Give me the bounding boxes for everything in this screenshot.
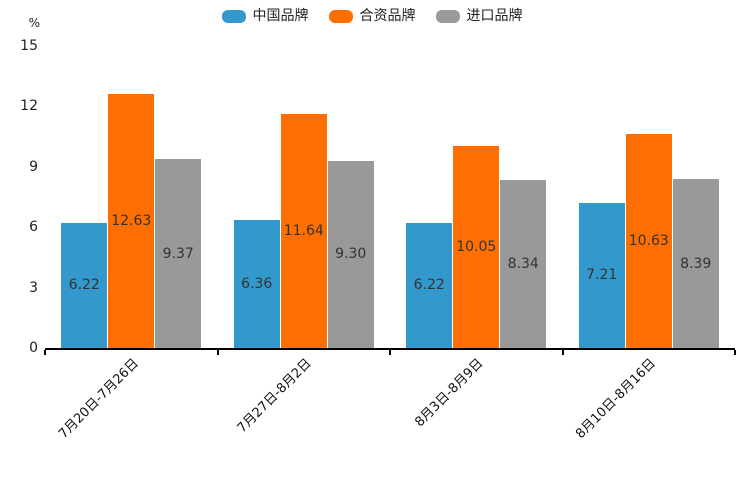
legend-item[interactable]: 中国品牌 bbox=[221, 8, 309, 24]
bar-value-label: 7.21 bbox=[586, 267, 618, 284]
y-tick-label: 6 bbox=[29, 219, 38, 236]
bar-value-label: 8.34 bbox=[507, 256, 539, 273]
y-tick-label: 0 bbox=[29, 340, 38, 356]
x-axis-line bbox=[45, 348, 735, 350]
bar bbox=[453, 145, 500, 348]
bar-value-label: 9.37 bbox=[162, 245, 194, 262]
y-tick-label: 15 bbox=[20, 38, 38, 54]
x-axis-tick bbox=[44, 350, 46, 355]
y-tick-label: 12 bbox=[20, 98, 38, 115]
bar bbox=[500, 180, 547, 348]
bar-value-label: 8.39 bbox=[680, 255, 712, 272]
bar bbox=[578, 202, 625, 348]
bar-value-label: 6.36 bbox=[241, 275, 273, 292]
bar bbox=[406, 222, 453, 348]
bar bbox=[61, 222, 108, 348]
bar bbox=[155, 159, 202, 348]
x-axis-tick bbox=[389, 350, 391, 355]
x-axis-tick bbox=[216, 350, 219, 355]
bar bbox=[233, 219, 280, 348]
bar-value-label: 11.64 bbox=[283, 222, 324, 239]
legend: 中国品牌 合资品牌 进口品牌 bbox=[0, 8, 744, 24]
bar-value-label: 6.22 bbox=[413, 277, 445, 294]
legend-swatch-icon bbox=[221, 9, 246, 23]
bar-value-label: 6.22 bbox=[68, 277, 100, 294]
bar bbox=[625, 133, 672, 348]
y-tick-label: 3 bbox=[29, 279, 38, 296]
x-axis-label: 8月10日-8月16日 bbox=[573, 356, 660, 442]
bar bbox=[280, 113, 327, 348]
legend-label: 中国品牌 bbox=[252, 8, 309, 24]
legend-swatch-icon bbox=[328, 9, 353, 23]
x-axis-label: 7月27日-8月2日 bbox=[234, 356, 315, 436]
y-tick-label: 9 bbox=[29, 158, 38, 175]
bar-value-label: 10.05 bbox=[456, 238, 497, 255]
bar bbox=[327, 160, 374, 348]
y-axis-unit-label: % bbox=[28, 16, 40, 30]
x-axis-tick bbox=[561, 350, 564, 355]
legend-label: 进口品牌 bbox=[466, 8, 523, 24]
bar bbox=[672, 179, 719, 348]
x-axis-label: 7月20日-7月26日 bbox=[56, 356, 142, 442]
legend-item[interactable]: 合资品牌 bbox=[328, 8, 416, 24]
legend-item[interactable]: 进口品牌 bbox=[435, 8, 523, 24]
legend-label: 合资品牌 bbox=[359, 8, 416, 24]
x-axis-label: 8月3日-8月9日 bbox=[412, 356, 487, 431]
legend-swatch-icon bbox=[435, 9, 460, 23]
bar-value-label: 9.30 bbox=[335, 246, 367, 263]
plot-area: 6.22 12.63 9.37 6.36 11.64 9.30 6.22 10.05 8.34 7… bbox=[44, 46, 736, 355]
x-axis-tick bbox=[734, 350, 736, 355]
bar bbox=[108, 93, 155, 348]
bar-value-label: 12.63 bbox=[111, 212, 152, 229]
bar-value-label: 10.63 bbox=[628, 233, 669, 249]
